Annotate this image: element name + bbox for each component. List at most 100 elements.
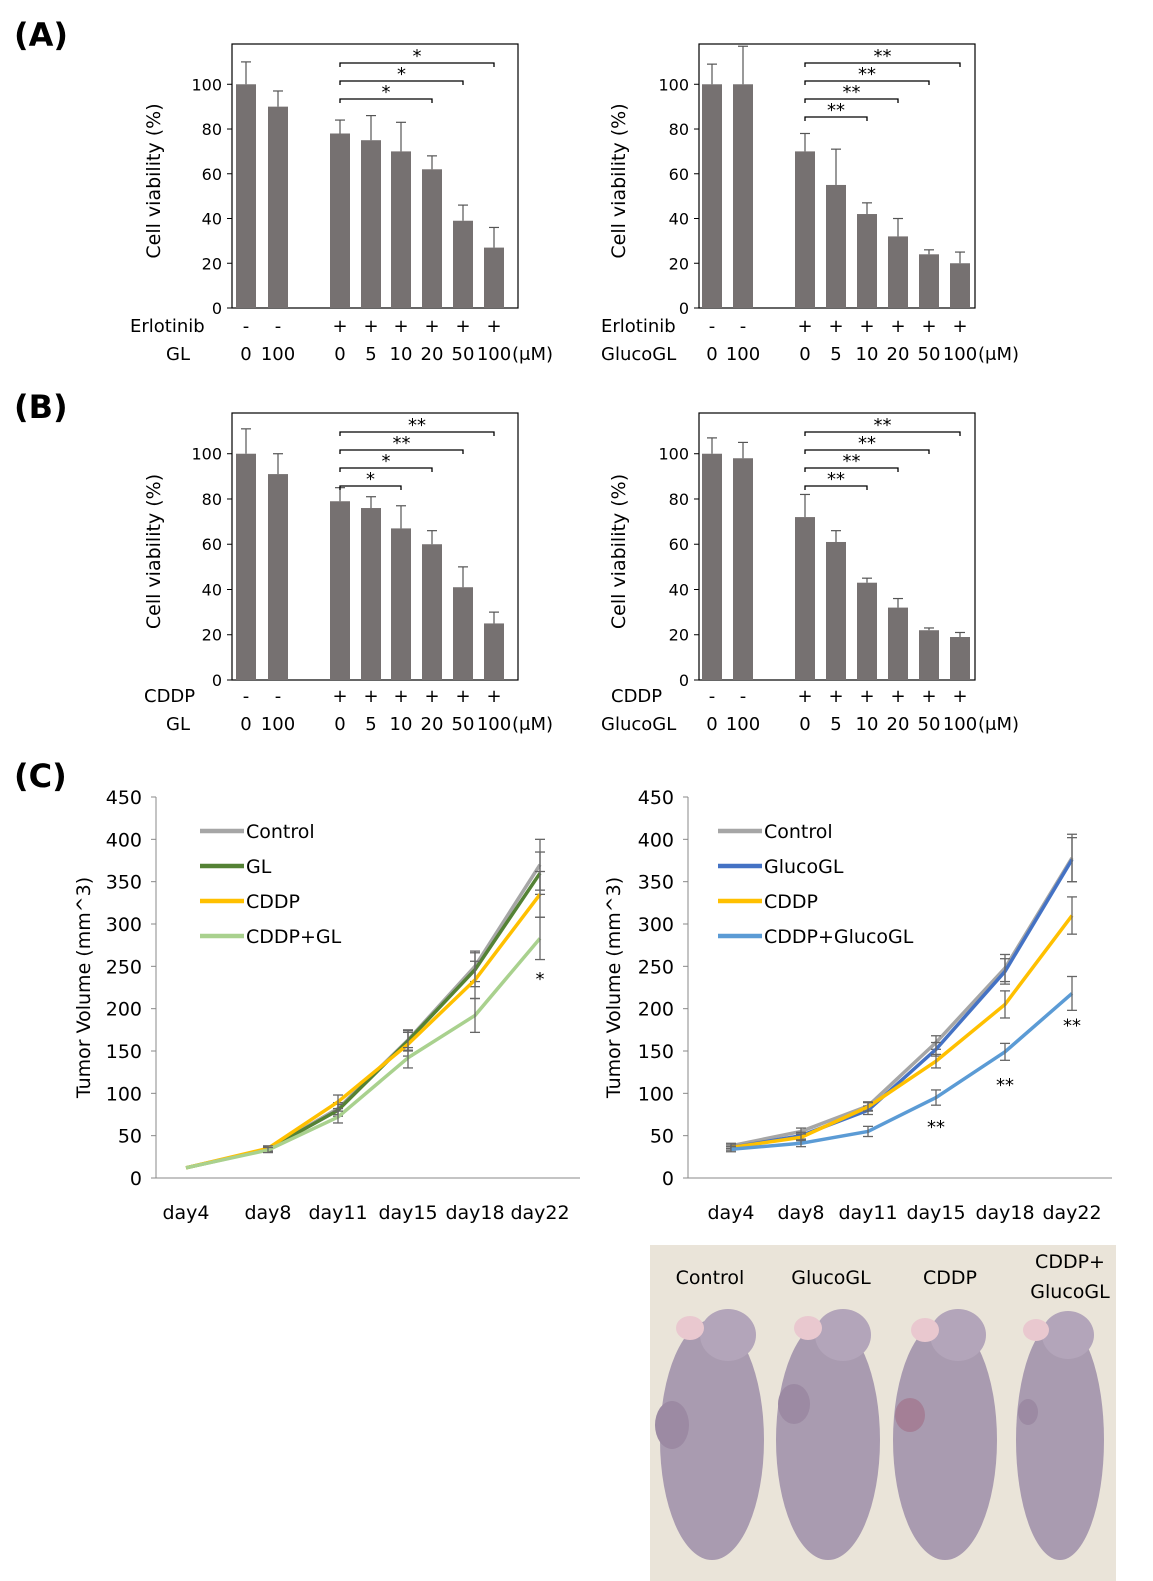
dose-label: 5 — [365, 344, 376, 365]
photo-label-control: Control — [676, 1267, 745, 1289]
legend-label: CDDP — [764, 891, 818, 913]
y-tick-label: 100 — [658, 445, 689, 464]
y-tick-label: 300 — [638, 914, 674, 936]
significance-star: ** — [408, 415, 426, 436]
drug-sign: + — [952, 686, 967, 707]
significance-star: ** — [393, 433, 411, 454]
dose-label: 100 — [726, 344, 760, 365]
drug-sign: + — [363, 316, 378, 337]
mouse-photo: Control GlucoGL CDDP CDDP+ GlucoGL — [650, 1245, 1116, 1581]
bar — [268, 474, 288, 680]
significance-star: ** — [827, 469, 845, 490]
significance-bracket — [339, 98, 433, 103]
series-line — [730, 992, 1074, 1151]
dose-label: 20 — [421, 344, 444, 365]
bar — [236, 84, 256, 309]
dose-label: 5 — [830, 714, 841, 735]
y-tick-label: 100 — [106, 1083, 142, 1105]
significance-star: ** — [927, 1117, 945, 1138]
series-line — [185, 863, 542, 1170]
dose-label: 10 — [390, 344, 413, 365]
drug-sign: + — [455, 316, 470, 337]
x-tick-label: day11 — [838, 1202, 897, 1224]
series-line — [730, 914, 1074, 1150]
drug-sign: - — [709, 316, 716, 337]
y-tick-label: 80 — [669, 490, 689, 509]
bar — [330, 501, 350, 680]
y-axis-label: Tumor Volume (mm^3) — [73, 877, 95, 1099]
bar — [888, 607, 908, 680]
drug-sign: - — [243, 686, 250, 707]
drug-sign: + — [393, 686, 408, 707]
drug-sign: + — [486, 316, 501, 337]
y-tick-label: 100 — [658, 75, 689, 94]
compound-label: GlucoGL — [601, 344, 676, 365]
bar — [919, 254, 939, 308]
y-tick-label: 80 — [202, 490, 222, 509]
drug-sign: + — [332, 316, 347, 337]
legend-label: CDDP+GL — [246, 926, 342, 948]
photo-label-glucogl: GlucoGL — [791, 1267, 871, 1289]
drug-label: Erlotinib — [601, 316, 676, 337]
tumor-control — [655, 1401, 689, 1449]
drug-sign: + — [797, 686, 812, 707]
bar — [919, 630, 939, 680]
mouse-control — [655, 1309, 764, 1560]
significance-star: * — [382, 82, 391, 103]
photo-label-cddp-glucogl-2: GlucoGL — [1030, 1281, 1110, 1303]
dose-label: 100 — [943, 344, 977, 365]
drug-sign: - — [740, 686, 747, 707]
bar — [422, 169, 442, 308]
dose-label: 50 — [452, 344, 475, 365]
y-tick-label: 40 — [669, 580, 689, 599]
mouse-cddp — [893, 1309, 997, 1560]
bar — [361, 508, 381, 680]
dose-label: 100 — [943, 714, 977, 735]
y-tick-label: 20 — [669, 626, 689, 645]
significance-star: ** — [1063, 1016, 1081, 1037]
x-tick-label: day15 — [906, 1202, 965, 1224]
series-line — [185, 872, 542, 1170]
dose-label: 50 — [918, 344, 941, 365]
y-tick-label: 200 — [638, 999, 674, 1021]
y-tick-label: 80 — [202, 120, 222, 139]
significance-bracket — [804, 62, 961, 67]
y-tick-label: 40 — [202, 210, 222, 229]
dose-label: 0 — [799, 344, 810, 365]
tumor-cddp-glucogl — [1018, 1399, 1038, 1425]
bar — [733, 458, 753, 680]
drug-sign: + — [455, 686, 470, 707]
legend-label: CDDP — [246, 891, 300, 913]
panel-label-b: (B) — [14, 388, 68, 426]
y-tick-label: 60 — [202, 165, 222, 184]
y-tick-label: 350 — [106, 872, 142, 894]
drug-label: CDDP — [144, 686, 195, 707]
panel-label-a: (A) — [14, 16, 68, 54]
x-tick-label: day8 — [244, 1202, 291, 1224]
drug-sign: + — [921, 316, 936, 337]
y-tick-label: 400 — [106, 829, 142, 851]
bar — [391, 528, 411, 680]
bar — [361, 140, 381, 308]
series-line — [185, 937, 542, 1170]
y-tick-label: 150 — [638, 1041, 674, 1063]
y-axis-label: Cell viability (%) — [608, 474, 630, 629]
y-tick-label: 20 — [202, 626, 222, 645]
drug-sign: + — [952, 316, 967, 337]
significance-star: * — [536, 969, 545, 990]
dose-label: 100 — [477, 344, 511, 365]
x-tick-label: day11 — [308, 1202, 367, 1224]
x-tick-label: day15 — [378, 1202, 437, 1224]
bar — [391, 151, 411, 308]
bar — [330, 133, 350, 308]
drug-sign: + — [393, 316, 408, 337]
significance-star: ** — [858, 64, 876, 85]
y-axis-label: Tumor Volume (mm^3) — [603, 877, 625, 1099]
y-tick-label: 80 — [669, 120, 689, 139]
dose-label: 20 — [887, 344, 910, 365]
chart-c-left: 0 50 100 150 200 250 300 350 400 450 day4 day8 day11… — [73, 787, 580, 1224]
dose-label: 5 — [830, 344, 841, 365]
bar — [702, 84, 722, 309]
